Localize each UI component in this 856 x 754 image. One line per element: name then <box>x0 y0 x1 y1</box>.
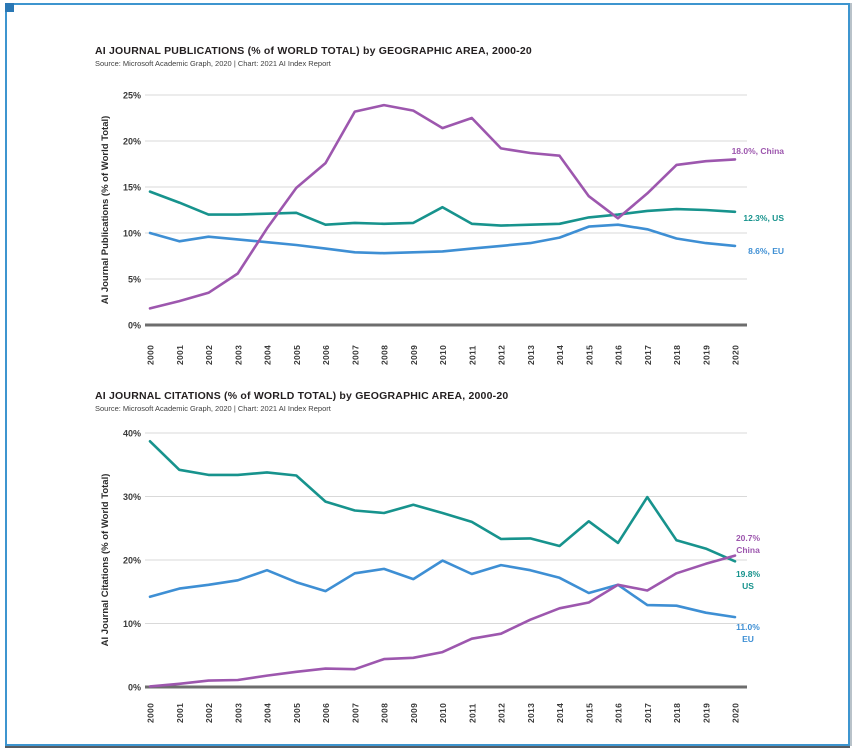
x-tick-label: 2002 <box>204 703 214 723</box>
x-tick-label: 2004 <box>263 345 273 365</box>
series-line-china <box>148 554 737 688</box>
x-tick-label: 2001 <box>175 703 185 723</box>
x-tick-label: 2014 <box>555 703 565 723</box>
series-end-label-eu: 8.6%, EU <box>748 246 784 256</box>
x-tick-label: 2010 <box>438 345 448 365</box>
x-tick-label: 2020 <box>731 703 741 723</box>
series-end-label-eu: EU <box>742 634 754 644</box>
x-tick-label: 2008 <box>380 345 390 365</box>
y-tick-label: 30% <box>123 492 141 502</box>
x-tick-label: 2011 <box>467 703 477 723</box>
y-tick-label: 25% <box>123 91 141 101</box>
x-tick-label: 2007 <box>350 703 360 723</box>
x-tick-label: 2003 <box>233 345 243 365</box>
publications-chart-title: AI JOURNAL PUBLICATIONS (% of WORLD TOTA… <box>95 45 532 57</box>
x-tick-label: 2013 <box>526 703 536 723</box>
frame-corner-handle <box>5 3 14 12</box>
series-end-label-eu: 11.0% <box>736 622 760 632</box>
page-frame: AI JOURNAL PUBLICATIONS (% of WORLD TOTA… <box>5 3 850 746</box>
x-tick-label: 2005 <box>292 703 302 723</box>
x-tick-label: 2013 <box>526 345 536 365</box>
citations-line-chart: 0% 10% 20% 30% 40% 2000 2001 2002 2003 2004 2005 20… <box>100 429 761 724</box>
y-axis-title: AI Journal Citations (% of World Total) <box>100 474 111 647</box>
x-tick-label: 2003 <box>233 703 243 723</box>
citations-chart-source: Source: Microsoft Academic Graph, 2020 |… <box>95 404 331 413</box>
x-tick-label: 2012 <box>497 345 507 365</box>
y-tick-label: 5% <box>128 275 141 285</box>
publications-chart-source: Source: Microsoft Academic Graph, 2020 |… <box>95 59 331 68</box>
x-tick-label: 2006 <box>321 345 331 365</box>
x-tick-label: 2010 <box>438 703 448 723</box>
publications-line-chart: 0% 5% 10% 15% 20% 25% 2000 2001 2002 2003 2004 2005… <box>100 91 785 366</box>
x-tick-label: 2006 <box>321 703 331 723</box>
series-end-label-us: 19.8% <box>736 569 761 579</box>
x-tick-label: 2017 <box>643 345 653 365</box>
x-tick-label: 2007 <box>350 345 360 365</box>
x-tick-label: 2004 <box>263 703 273 723</box>
x-tick-label: 2020 <box>731 345 741 365</box>
series-end-label-china: 20.7% <box>736 533 761 543</box>
x-tick-label: 2000 <box>146 703 156 723</box>
x-tick-label: 2002 <box>204 345 214 365</box>
citations-chart-title: AI JOURNAL CITATIONS (% of WORLD TOTAL) … <box>95 390 509 402</box>
x-tick-label: 2019 <box>701 703 711 723</box>
series-end-label-china: China <box>736 545 760 555</box>
y-axis-title: AI Journal Publications (% of World Tota… <box>100 116 111 305</box>
series-end-label-us: US <box>742 581 754 591</box>
x-tick-label: 2016 <box>614 703 624 723</box>
series-end-label-china: 18.0%, China <box>732 146 785 156</box>
x-tick-label: 2014 <box>555 345 565 365</box>
series-end-label-us: 12.3%, US <box>743 213 784 223</box>
x-tick-label: 2009 <box>409 703 419 723</box>
series-line-eu <box>148 223 737 255</box>
x-tick-label: 2009 <box>409 345 419 365</box>
publications-chart-section: AI JOURNAL PUBLICATIONS (% of WORLD TOTA… <box>95 45 811 381</box>
y-tick-label: 20% <box>123 137 141 147</box>
y-tick-label: 10% <box>123 229 141 239</box>
y-tick-label: 15% <box>123 183 141 193</box>
x-tick-label: 2017 <box>643 703 653 723</box>
series-line-china <box>148 103 737 310</box>
x-tick-label: 2001 <box>175 345 185 365</box>
x-tick-label: 2008 <box>380 703 390 723</box>
x-tick-label: 2016 <box>614 345 624 365</box>
x-tick-label: 2011 <box>467 345 477 365</box>
x-tick-label: 2015 <box>584 703 594 723</box>
x-tick-label: 2019 <box>701 345 711 365</box>
y-tick-label: 0% <box>128 321 141 331</box>
series-line-eu <box>148 559 737 619</box>
y-tick-label: 20% <box>123 556 141 566</box>
y-tick-label: 0% <box>128 683 141 693</box>
x-tick-label: 2005 <box>292 345 302 365</box>
series-line-us <box>148 190 737 227</box>
y-tick-label: 10% <box>123 619 141 629</box>
x-tick-label: 2015 <box>584 345 594 365</box>
x-tick-label: 2018 <box>672 703 682 723</box>
x-tick-label: 2018 <box>672 345 682 365</box>
x-tick-label: 2000 <box>146 345 156 365</box>
citations-chart-section: AI JOURNAL CITATIONS (% of WORLD TOTAL) … <box>95 390 811 741</box>
y-tick-label: 40% <box>123 429 141 439</box>
series-line-us <box>148 439 737 563</box>
x-tick-label: 2012 <box>497 703 507 723</box>
